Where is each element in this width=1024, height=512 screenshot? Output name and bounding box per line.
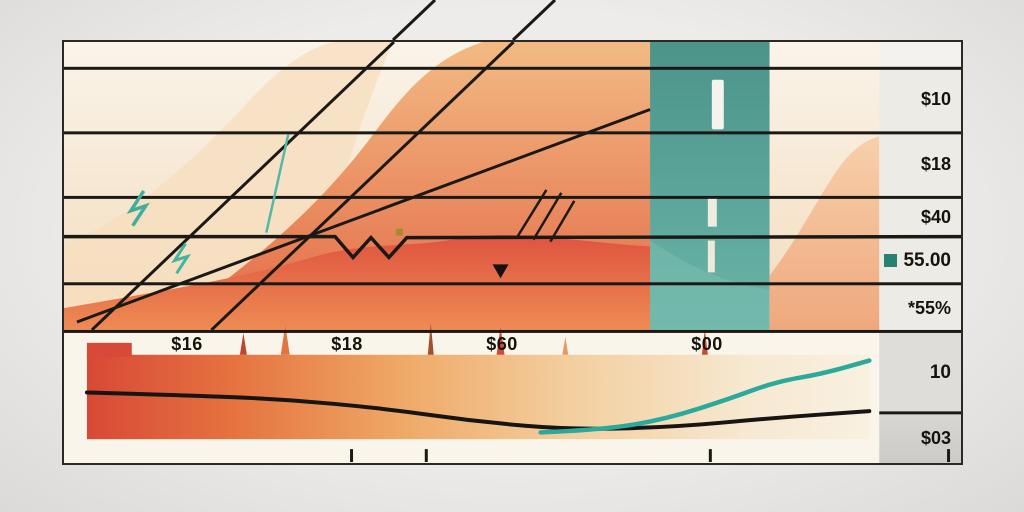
right-panel-value: $40 [920,206,951,227]
right-panel-row: 55.00 [880,237,961,284]
right-panel-value: $03 [920,428,951,448]
right-panel-value: $18 [920,154,951,174]
x-axis-tick-label: $18 [331,334,363,354]
x-axis-tick-label: $16 [171,334,203,354]
teal-square-icon [884,254,898,267]
right-panel-row: $18 [880,132,961,197]
right-panel-value: *55% [907,297,951,318]
right-panel-row: $40 [880,197,961,237]
right-panel-value: 55.00 [903,249,951,271]
chart-artwork [64,42,961,463]
x-axis-tick-label: $60 [486,334,518,354]
right-panel-row: 10 [880,332,961,414]
right-panel-row: $10 [880,67,961,132]
right-panel-value: $10 [920,89,951,109]
right-panel-row: $03 [880,414,961,463]
right-panel-row: *55% [880,284,961,332]
trend-lines-extension [391,0,557,40]
teal-line-series [538,358,872,435]
chart-inner: $16 $18 $60 $00 $10 $18 $40 55.00 *55% [64,42,961,463]
dark-line-series [84,390,872,431]
right-panel-value: 10 [929,362,951,383]
chart-frame: $16 $18 $60 $00 $10 $18 $40 55.00 *55% [62,40,963,465]
x-axis-tick-label: $00 [691,334,723,354]
